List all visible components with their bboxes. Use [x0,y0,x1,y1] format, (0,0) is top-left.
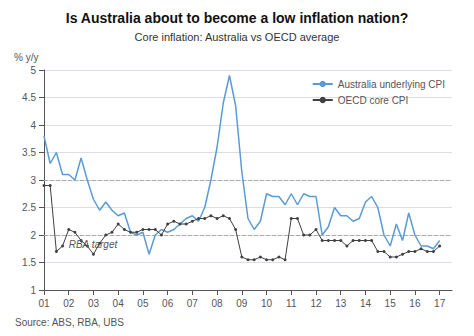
svg-text:5: 5 [30,65,36,76]
svg-text:09: 09 [236,298,248,309]
svg-text:12: 12 [310,298,322,309]
svg-text:1.5: 1.5 [22,257,36,268]
svg-text:13: 13 [335,298,347,309]
svg-text:% y/y: % y/y [14,52,38,63]
svg-text:10: 10 [261,298,273,309]
svg-text:11: 11 [286,298,297,309]
svg-text:Australia underlying CPI: Australia underlying CPI [338,79,445,90]
svg-text:4: 4 [30,120,36,131]
svg-text:02: 02 [63,298,75,309]
svg-text:16: 16 [409,298,421,309]
svg-text:17: 17 [434,298,446,309]
svg-text:04: 04 [113,298,125,309]
svg-text:05: 05 [137,298,149,309]
svg-text:08: 08 [212,298,224,309]
svg-text:06: 06 [162,298,174,309]
svg-text:Source: ABS, RBA, UBS: Source: ABS, RBA, UBS [15,317,124,328]
svg-text:2: 2 [30,230,36,241]
svg-text:15: 15 [385,298,397,309]
svg-text:RBA target: RBA target [69,239,119,250]
svg-text:4.5: 4.5 [22,92,36,103]
svg-text:07: 07 [187,298,199,309]
svg-text:Is Australia about to become a: Is Australia about to become a low infla… [66,10,409,26]
svg-text:3: 3 [30,175,36,186]
svg-text:14: 14 [360,298,372,309]
svg-text:OECD core CPI: OECD core CPI [338,95,409,106]
svg-text:01: 01 [38,298,50,309]
svg-text:2.5: 2.5 [22,202,36,213]
svg-text:03: 03 [88,298,100,309]
svg-text:Core inflation: Australia vs O: Core inflation: Australia vs OECD averag… [135,31,340,43]
svg-text:3.5: 3.5 [22,147,36,158]
svg-text:1: 1 [30,285,36,296]
